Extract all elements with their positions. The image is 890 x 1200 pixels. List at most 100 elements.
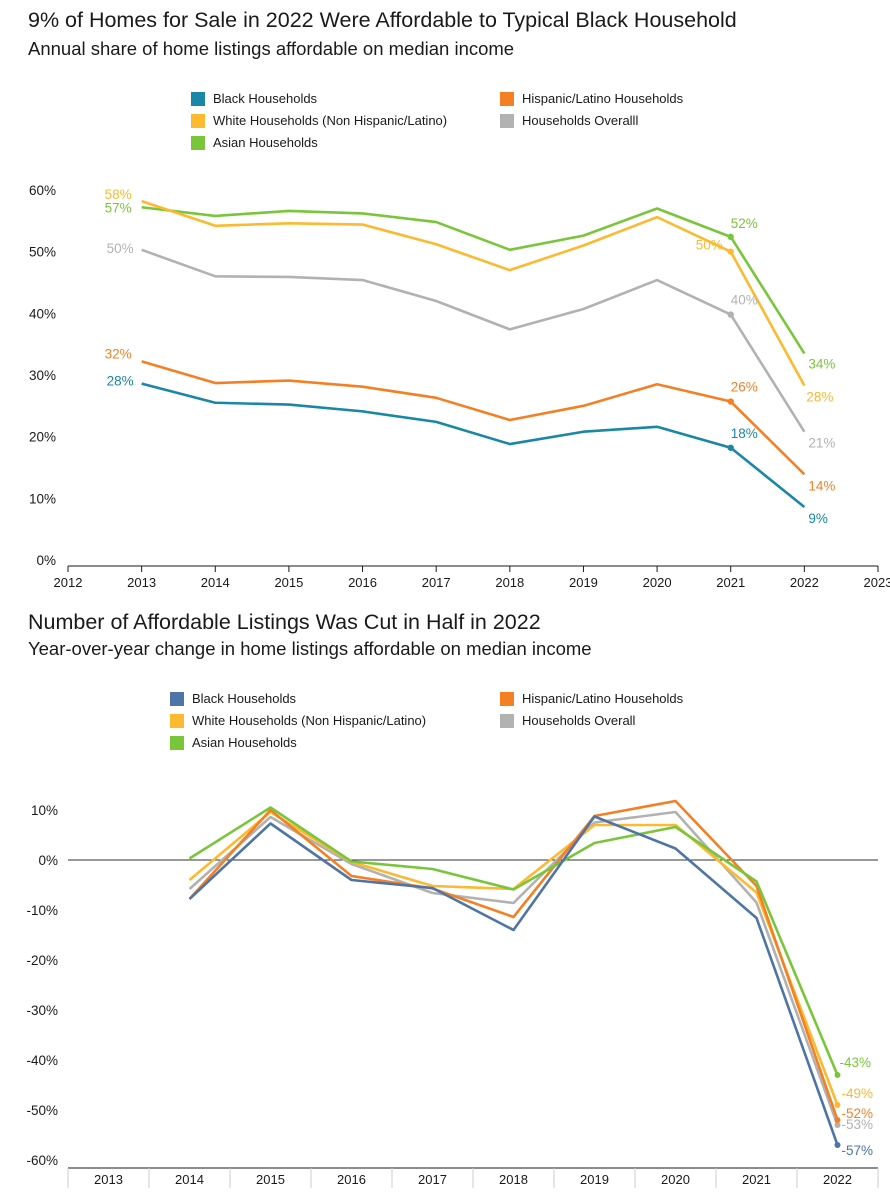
chart2-data-label-overall: -53% <box>842 1117 874 1132</box>
chart1-data-label-hispanic: 32% <box>105 346 132 361</box>
chart2-legend-item-white: White Households (Non Hispanic/Latino) <box>170 713 426 728</box>
chart2-point-black <box>834 1142 841 1148</box>
chart2-legend-label-overall: Households Overall <box>522 713 636 728</box>
chart2-ytick-label: -30% <box>26 1003 58 1018</box>
chart2-xtick-label: 2020 <box>661 1172 690 1187</box>
chart2-xtick-label: 2021 <box>742 1172 771 1187</box>
chart2-ytick-label: -50% <box>26 1103 58 1118</box>
chart1-data-label-white: 50% <box>696 238 723 253</box>
chart1-legend-item-asian: Asian Households <box>191 135 318 150</box>
chart1-plot: 0% 10% 20% 30% 40% 50% 60% 2012 2013 2014 2015 2016… <box>29 183 890 590</box>
chart2-legend-label-asian: Asian Households <box>192 735 297 750</box>
chart2-xtick-label: 2015 <box>256 1172 285 1187</box>
chart1-data-label-black: 18% <box>731 426 758 441</box>
chart1-xtick-label: 2021 <box>716 575 745 590</box>
chart1-data-label-asian: 34% <box>808 356 835 371</box>
chart1-subtitle: Annual share of home listings affordable… <box>28 38 515 59</box>
chart2-ytick-label: 0% <box>38 853 58 868</box>
chart2-xtick-label: 2019 <box>580 1172 609 1187</box>
chart1-legend-item-overall: Households Overalll <box>500 113 638 128</box>
chart1-xtick-label: 2023 <box>864 575 890 590</box>
chart2-xtick-label: 2013 <box>94 1172 123 1187</box>
chart1-ytick-label: 60% <box>29 183 56 198</box>
chart2-point-hispanic <box>834 1117 841 1123</box>
chart2-ytick-label: 10% <box>31 803 58 818</box>
chart2-ytick-label: -40% <box>26 1053 58 1068</box>
chart2-data-label-black: -57% <box>842 1143 874 1158</box>
chart1-legend-swatch-white <box>191 113 205 128</box>
chart1-data-label-overall: 50% <box>107 241 134 256</box>
chart2-data-label-white: -49% <box>842 1086 874 1101</box>
chart2-point-white <box>834 1102 841 1108</box>
chart1-ytick-label: 10% <box>29 491 56 506</box>
chart1-data-label-black: 9% <box>808 511 828 526</box>
chart2-legend-swatch-white <box>170 713 184 728</box>
chart2-legend-swatch-hispanic <box>500 691 514 706</box>
chart2-legend-swatch-asian <box>170 735 184 750</box>
chart2-data-label-hispanic: -52% <box>842 1106 874 1121</box>
chart1-legend-swatch-black <box>191 91 205 106</box>
chart1-series-line-white <box>141 199 806 387</box>
chart1-ytick-label: 30% <box>29 368 56 383</box>
chart2-data-label-asian: -43% <box>840 1055 872 1070</box>
chart1-point-overall <box>727 311 734 318</box>
chart1-xtick-label: 2014 <box>201 575 230 590</box>
chart2-xtick-label: 2017 <box>418 1172 447 1187</box>
chart2-ytick-label: -60% <box>26 1153 58 1168</box>
chart1-legend-item-black: Black Households <box>191 91 317 106</box>
chart1-xtick-label: 2017 <box>422 575 451 590</box>
chart1-xtick-label: 2022 <box>790 575 819 590</box>
chart2-subtitle: Year-over-year change in home listings a… <box>28 638 592 659</box>
chart2-legend-label-hispanic: Hispanic/Latino Households <box>522 691 684 706</box>
chart2-series-line-asian <box>188 806 839 1076</box>
chart2-legend-label-black: Black Households <box>192 691 297 706</box>
chart1-legend-label-asian: Asian Households <box>213 135 318 150</box>
chart1-legend-label-white: White Households (Non Hispanic/Latino) <box>213 113 448 128</box>
chart1-series-line-hispanic <box>141 360 806 476</box>
chart1-legend-swatch-hispanic <box>500 91 514 106</box>
chart1-data-label-asian: 52% <box>731 216 758 231</box>
chart1-data-label-white: 28% <box>806 389 833 404</box>
chart2-point-overall <box>834 1122 841 1128</box>
chart1-legend-label-hispanic: Hispanic/Latino Households <box>522 91 684 106</box>
chart1-data-label-hispanic: 26% <box>731 380 758 395</box>
chart2-legend-item-asian: Asian Households <box>170 735 297 750</box>
chart1-point-hispanic <box>727 398 734 405</box>
chart2-legend-swatch-overall <box>500 713 514 728</box>
chart1-data-label-black: 28% <box>107 374 134 389</box>
chart2-xtick-label: 2014 <box>175 1172 204 1187</box>
chart1-legend-swatch-overall <box>500 113 514 128</box>
chart2-plot: 10% 0% -10% -20% -30% -40% -50% -60% 2013 2014 201… <box>26 799 879 1188</box>
chart1-legend-label-overall: Households Overalll <box>522 113 639 128</box>
chart1-legend-label-black: Black Households <box>213 91 318 106</box>
chart1-legend-item-white: White Households (Non Hispanic/Latino) <box>191 113 447 128</box>
chart1-data-label-asian: 57% <box>105 200 132 215</box>
chart1-xtick-label: 2019 <box>569 575 598 590</box>
chart2-ytick-label: -10% <box>26 903 58 918</box>
chart1-xtick-label: 2020 <box>643 575 672 590</box>
chart1-xtick-label: 2012 <box>54 575 83 590</box>
chart2-xtick-label: 2016 <box>337 1172 366 1187</box>
chart2-series-line-white <box>188 810 839 1106</box>
chart2-series-line-black <box>188 815 839 1146</box>
chart1-ytick-label: 20% <box>29 430 56 445</box>
chart1-title: 9% of Homes for Sale in 2022 Were Afford… <box>28 8 737 32</box>
chart1-point-white <box>727 248 734 255</box>
chart2-ytick-label: -20% <box>26 953 58 968</box>
chart1-series-line-asian <box>141 205 806 355</box>
chart1-series-line-black <box>141 382 806 508</box>
chart2-title: Number of Affordable Listings Was Cut in… <box>28 610 541 634</box>
chart2-xtick-label: 2022 <box>823 1172 852 1187</box>
chart2-xtick-label: 2018 <box>499 1172 528 1187</box>
chart1-xtick-label: 2018 <box>495 575 524 590</box>
chart1-point-asian <box>727 233 734 241</box>
chart2-legend-item-hispanic: Hispanic/Latino Households <box>500 691 683 706</box>
chart1-data-label-overall: 21% <box>808 436 835 451</box>
chart2-series-line-hispanic <box>188 799 839 1121</box>
chart1-data-label-overall: 40% <box>731 293 758 308</box>
chart2-legend-item-black: Black Households <box>170 691 296 706</box>
chart1-ytick-label: 50% <box>29 245 56 260</box>
chart1-point-black <box>727 444 734 451</box>
chart1-data-label-hispanic: 14% <box>808 478 835 493</box>
chart1-xtick-label: 2016 <box>348 575 377 590</box>
